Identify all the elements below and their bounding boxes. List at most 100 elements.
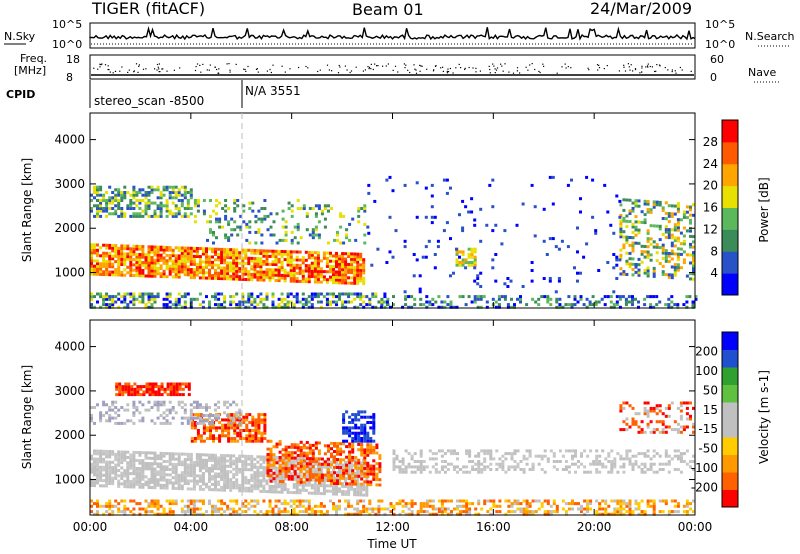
heatmap-cell <box>664 254 668 258</box>
heatmap-cell <box>443 305 447 309</box>
heatmap-cell <box>431 465 435 469</box>
heatmap-cell <box>302 454 306 458</box>
heatmap-cell <box>344 512 348 516</box>
heatmap-cell <box>183 512 187 516</box>
heatmap-cell <box>147 253 151 257</box>
heatmap-cell <box>480 449 484 453</box>
heatmap-cell <box>150 510 154 514</box>
heatmap-cell <box>427 239 431 243</box>
heatmap-cell <box>138 480 142 484</box>
heatmap-cell <box>506 305 510 309</box>
heatmap-cell <box>356 273 360 277</box>
heatmap-cell <box>316 267 320 271</box>
heatmap-cell <box>209 199 212 202</box>
heatmap-cell <box>120 273 124 277</box>
heatmap-cell <box>159 204 163 208</box>
heatmap-cell <box>307 280 311 284</box>
heatmap-cell <box>585 305 589 309</box>
heatmap-cell <box>305 457 309 460</box>
heatmap-cell <box>171 512 175 516</box>
heatmap-cell <box>187 382 191 386</box>
heatmap-cell <box>329 265 332 268</box>
heatmap-cell <box>242 429 246 432</box>
heatmap-cell <box>93 452 96 456</box>
heatmap-cell <box>513 460 517 463</box>
heatmap-cell <box>594 229 598 233</box>
heatmap-cell <box>135 274 139 278</box>
heatmap-cell <box>206 238 209 242</box>
heatmap-cell <box>366 415 370 419</box>
heatmap-cell <box>244 510 248 514</box>
heatmap-cell <box>287 456 291 460</box>
heatmap-cell <box>227 429 231 432</box>
freq-dot <box>649 65 651 68</box>
heatmap-cell <box>229 253 233 257</box>
heatmap-cell <box>236 431 240 435</box>
heatmap-cell <box>96 259 99 263</box>
heatmap-cell <box>233 201 237 205</box>
heatmap-cell <box>183 482 187 485</box>
heatmap-cell <box>141 485 145 489</box>
heatmap-cell <box>183 510 187 514</box>
heatmap-cell <box>332 278 335 282</box>
heatmap-cell <box>284 238 288 242</box>
heatmap-cell <box>190 437 194 440</box>
heatmap-cell <box>211 512 214 516</box>
heatmap-cell <box>211 274 214 278</box>
heatmap-cell <box>280 472 284 476</box>
heatmap-cell <box>350 474 354 478</box>
heatmap-cell <box>226 266 230 270</box>
freq-dot <box>289 68 291 70</box>
heatmap-cell <box>180 257 184 261</box>
heatmap-cell <box>577 507 580 511</box>
heatmap-cell <box>198 255 202 259</box>
heatmap-cell <box>145 385 149 389</box>
heatmap-cell <box>227 236 231 240</box>
heatmap-cell <box>338 268 341 271</box>
heatmap-cell <box>165 275 169 279</box>
heatmap-cell <box>114 504 118 508</box>
heatmap-cell <box>292 277 296 280</box>
heatmap-cell <box>90 207 93 210</box>
heatmap-cell <box>108 199 112 202</box>
heatmap-cell <box>192 463 196 467</box>
heatmap-cell <box>410 512 414 516</box>
heatmap-cell <box>274 512 278 516</box>
heatmap-cell <box>295 512 299 516</box>
heatmap-cell <box>135 482 139 486</box>
heatmap-cell <box>292 499 296 503</box>
heatmap-cell <box>652 203 656 207</box>
heatmap-cell <box>227 423 231 427</box>
heatmap-cell <box>153 297 157 301</box>
heatmap-cell <box>96 267 99 271</box>
heatmap-cell <box>159 475 163 479</box>
heatmap-cell <box>685 510 689 514</box>
heatmap-cell <box>271 273 275 277</box>
heatmap-cell <box>664 499 668 503</box>
heatmap-cell <box>363 475 367 478</box>
heatmap-cell <box>217 277 221 280</box>
heatmap-cell <box>220 499 224 503</box>
heatmap-cell <box>151 385 155 389</box>
heatmap-cell <box>114 463 118 467</box>
heatmap-cell <box>425 504 429 508</box>
freq-dot <box>368 68 370 70</box>
heatmap-cell <box>365 485 369 489</box>
heatmap-cell <box>561 499 565 503</box>
heatmap-cell <box>433 253 437 256</box>
heatmap-cell <box>339 450 343 454</box>
heatmap-cell <box>192 270 196 274</box>
heatmap-cell <box>292 250 296 254</box>
heatmap-cell <box>576 226 579 230</box>
heatmap-cell <box>208 271 211 275</box>
heatmap-cell <box>316 253 320 257</box>
heatmap-cell <box>250 295 254 299</box>
heatmap-cell <box>363 410 367 414</box>
heatmap-cell <box>410 510 414 514</box>
heatmap-cell <box>268 278 272 282</box>
heatmap-cell <box>640 250 644 254</box>
heatmap-cell <box>250 455 254 458</box>
heatmap-cell <box>260 437 264 440</box>
heatmap-cell <box>386 507 390 511</box>
heatmap-cell <box>93 449 96 453</box>
